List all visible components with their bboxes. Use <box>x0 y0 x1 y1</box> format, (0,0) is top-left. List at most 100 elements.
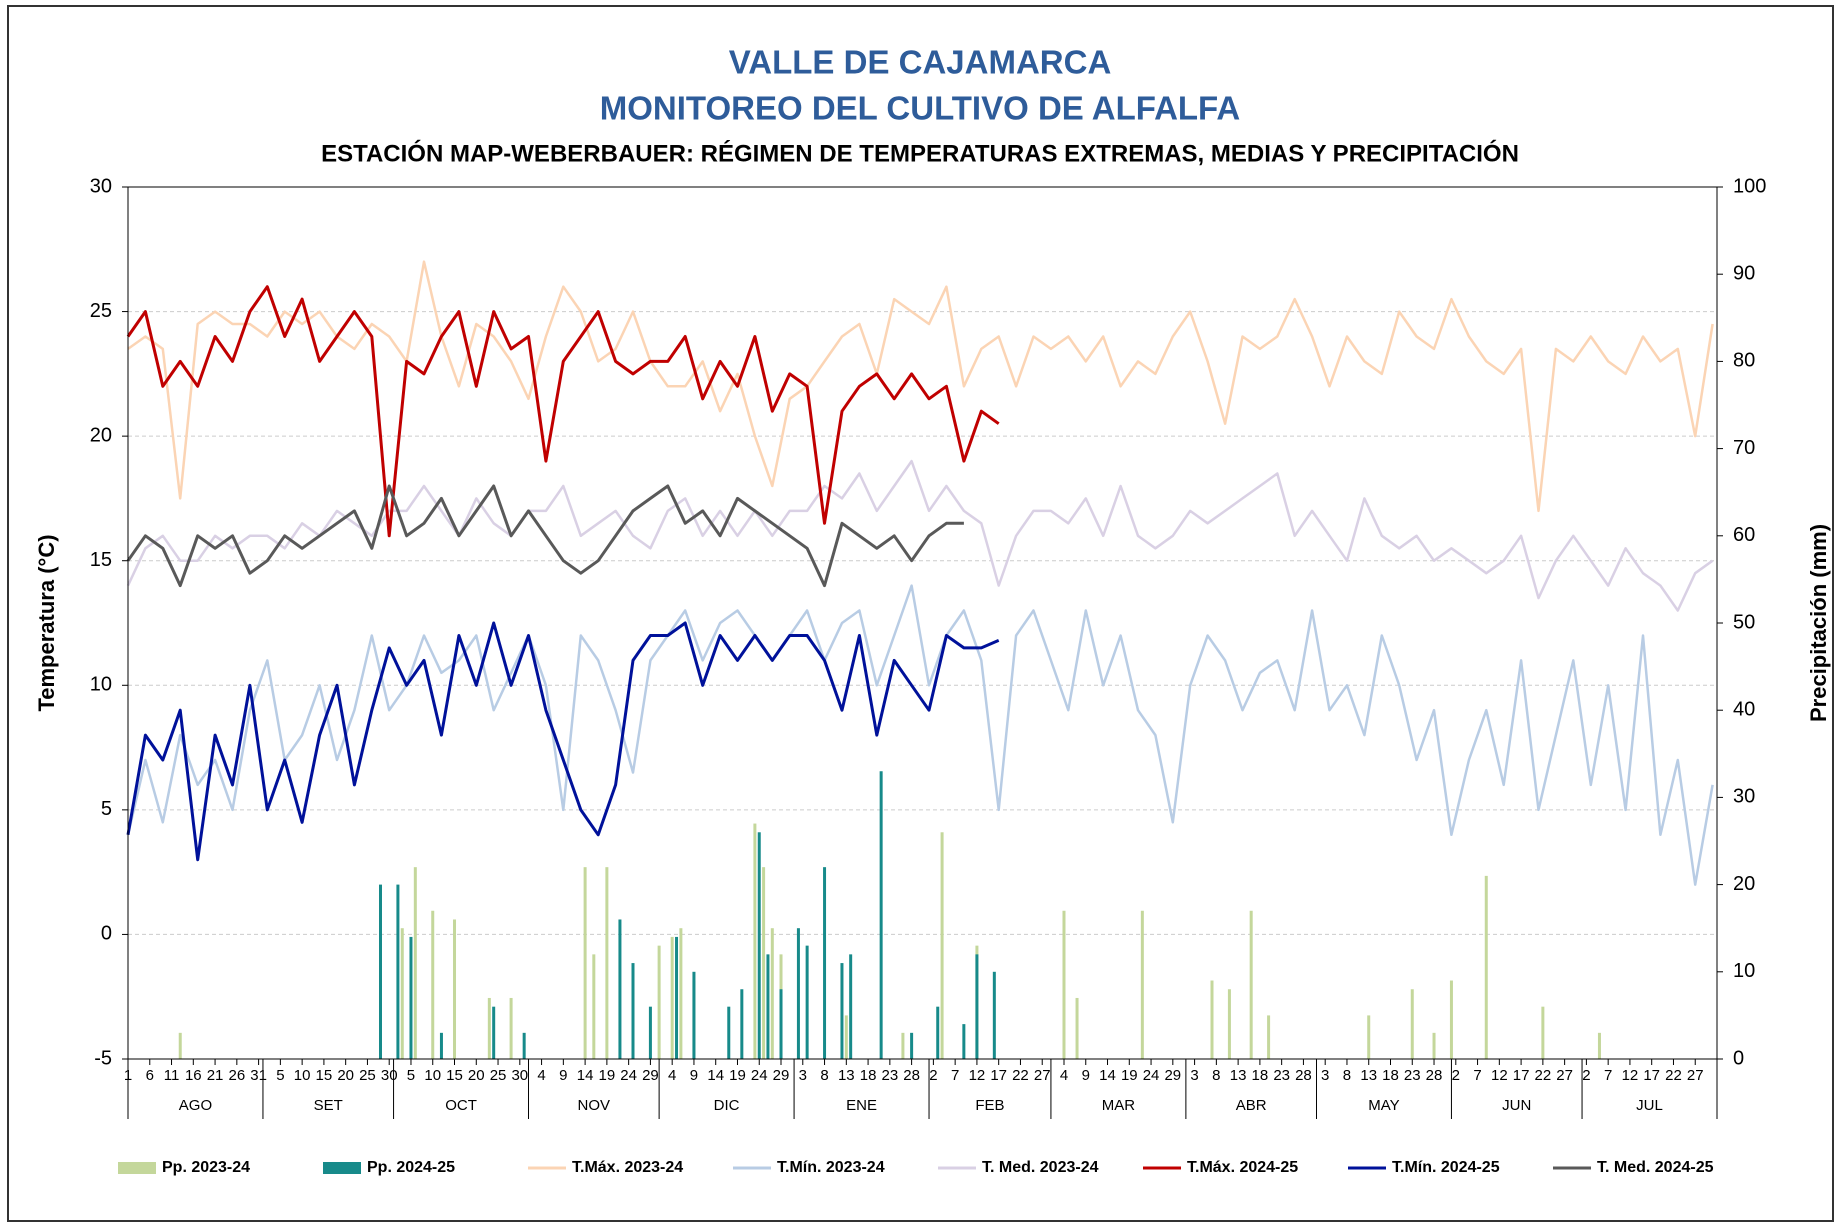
precip-bar <box>400 928 404 1059</box>
precip-bar <box>962 1024 966 1059</box>
month-label: SET <box>314 1097 343 1114</box>
precip-bar <box>910 1032 914 1059</box>
month-label: MAR <box>1102 1097 1136 1114</box>
precip-bar <box>522 1032 526 1059</box>
temperature-line <box>127 260 1714 513</box>
y2-tick-label: 70 <box>1733 437 1755 459</box>
x-tick-label: 17 <box>1513 1067 1530 1084</box>
temperature-line <box>126 484 964 588</box>
x-tick-label: 27 <box>1034 1067 1051 1084</box>
x-tick-label: 9 <box>1082 1067 1090 1084</box>
x-tick-label: 20 <box>468 1067 485 1084</box>
x-tick-label: 4 <box>668 1067 676 1084</box>
x-tick-label: 23 <box>882 1067 899 1084</box>
y2-tick-label: 100 <box>1733 175 1766 197</box>
precip-bar <box>840 963 844 1059</box>
x-tick-label: 5 <box>276 1067 284 1084</box>
legend-label: T.Máx. 2023-24 <box>572 1159 683 1176</box>
chart-subtitle: MONITOREO DEL CULTIVO DE ALFALFA <box>600 90 1240 127</box>
month-label: MAY <box>1368 1097 1399 1114</box>
y-tick-label: -5 <box>94 1047 112 1069</box>
y2-tick-label: 80 <box>1733 350 1755 372</box>
precip-bar <box>901 1032 905 1059</box>
x-tick-label: 14 <box>577 1067 594 1084</box>
precip-bar <box>439 1032 443 1059</box>
month-label: ENE <box>846 1097 877 1114</box>
x-tick-label: 13 <box>1360 1067 1377 1084</box>
precip-bar <box>605 867 609 1059</box>
x-tick-label: 4 <box>1060 1067 1068 1084</box>
y-tick-label: 20 <box>90 424 112 446</box>
precip-bar <box>670 936 674 1059</box>
x-tick-label: 22 <box>1012 1067 1029 1084</box>
y2-tick-label: 0 <box>1733 1047 1744 1069</box>
y-tick-label: 30 <box>90 175 112 197</box>
precip-bar <box>592 954 596 1059</box>
x-tick-label: 18 <box>860 1067 877 1084</box>
precip-bar <box>762 867 766 1059</box>
legend-label: Pp. 2024-25 <box>367 1159 455 1176</box>
x-tick-label: 8 <box>1343 1067 1351 1084</box>
x-tick-label: 5 <box>407 1067 415 1084</box>
precip-bar <box>1062 910 1066 1059</box>
precip-bar <box>1449 980 1453 1059</box>
x-tick-label: 15 <box>316 1067 333 1084</box>
y2-tick-label: 40 <box>1733 698 1755 720</box>
x-tick-label: 20 <box>337 1067 354 1084</box>
legend-label: T.Mín. 2023-24 <box>777 1159 885 1176</box>
x-tick-label: 26 <box>228 1067 245 1084</box>
chart-title: VALLE DE CAJAMARCA <box>729 44 1112 81</box>
precip-bar <box>679 928 683 1059</box>
precip-bar <box>618 919 622 1059</box>
y2-tick-label: 10 <box>1733 960 1755 982</box>
precip-bar <box>487 997 491 1059</box>
x-tick-label: 30 <box>381 1067 398 1084</box>
chart-border <box>7 5 1834 1222</box>
y2-tick-label: 90 <box>1733 262 1755 284</box>
x-tick-label: 29 <box>642 1067 659 1084</box>
precip-bar <box>779 989 783 1059</box>
x-tick-label: 7 <box>1473 1067 1481 1084</box>
y2-tick-label: 60 <box>1733 524 1755 546</box>
x-tick-label: 18 <box>1252 1067 1269 1084</box>
x-tick-label: 14 <box>707 1067 724 1084</box>
precip-bar <box>492 1006 496 1059</box>
y-tick-label: 25 <box>90 300 112 322</box>
month-label: FEB <box>975 1097 1004 1114</box>
precip-bar <box>431 910 435 1059</box>
x-tick-label: 30 <box>511 1067 528 1084</box>
legend-label: T. Med. 2024-25 <box>1597 1159 1714 1176</box>
x-tick-label: 7 <box>951 1067 959 1084</box>
precip-bar <box>992 971 996 1059</box>
precip-bar <box>453 919 457 1059</box>
precip-bar <box>396 884 400 1059</box>
precip-bar <box>849 954 853 1059</box>
legend-label: Pp. 2023-24 <box>162 1159 250 1176</box>
precip-bar <box>692 971 696 1059</box>
precip-bar <box>631 963 635 1059</box>
x-tick-label: 18 <box>1382 1067 1399 1084</box>
month-label: ABR <box>1236 1097 1267 1114</box>
y-tick-label: 0 <box>101 923 112 945</box>
month-label: DIC <box>714 1097 740 1114</box>
x-tick-label: 17 <box>990 1067 1007 1084</box>
month-label: AGO <box>179 1097 212 1114</box>
precip-bar <box>1432 1032 1436 1059</box>
x-tick-label: 24 <box>1143 1067 1160 1084</box>
legend-label: T. Med. 2023-24 <box>982 1159 1099 1176</box>
precip-bar <box>766 954 770 1059</box>
legend-swatch <box>118 1162 156 1174</box>
precip-bar <box>770 928 774 1059</box>
chart-caption: ESTACIÓN MAP-WEBERBAUER: RÉGIMEN DE TEMP… <box>321 139 1519 167</box>
precip-bar <box>378 884 382 1059</box>
x-tick-label: 2 <box>929 1067 937 1084</box>
precip-bar <box>1541 1006 1545 1059</box>
precip-bar <box>1140 910 1144 1059</box>
precip-bar <box>936 1006 940 1059</box>
precip-bar <box>1210 980 1214 1059</box>
x-tick-label: 22 <box>1665 1067 1682 1084</box>
precip-bar <box>509 997 513 1059</box>
y2-tick-label: 20 <box>1733 873 1755 895</box>
x-tick-label: 19 <box>599 1067 616 1084</box>
x-tick-label: 12 <box>969 1067 986 1084</box>
